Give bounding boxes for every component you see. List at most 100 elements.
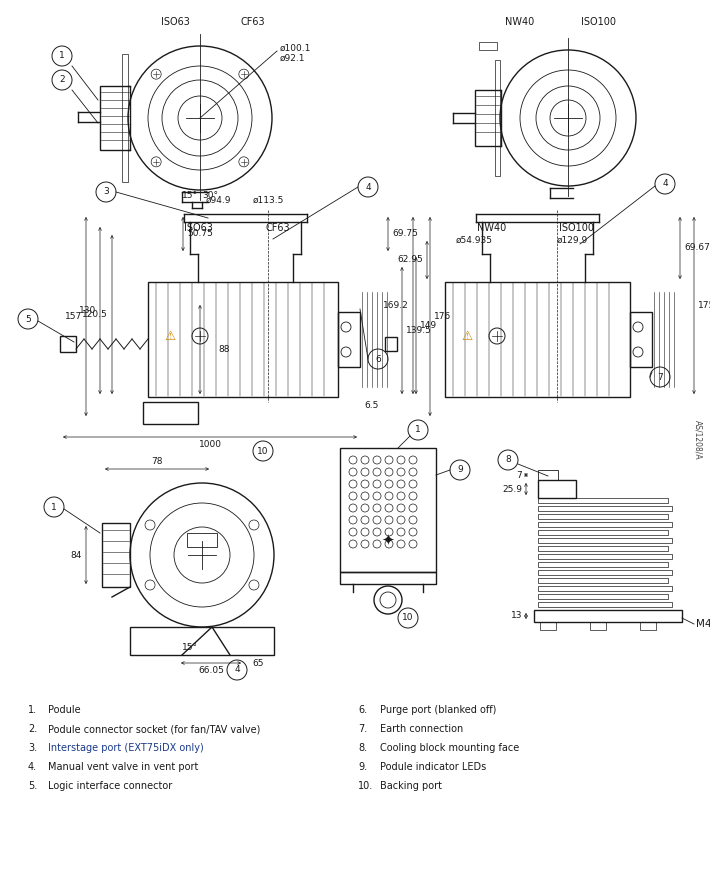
Text: 6.5: 6.5 [364, 400, 378, 410]
Bar [495, 60, 500, 176]
Text: ⚠: ⚠ [165, 329, 175, 343]
Text: ISO63: ISO63 [184, 223, 212, 233]
Bar [100, 86, 130, 150]
Text: Earth connection: Earth connection [380, 724, 463, 734]
Bar [340, 572, 436, 584]
Text: ø113.5: ø113.5 [252, 196, 284, 205]
Text: 78: 78 [151, 457, 163, 466]
Text: Podule connector socket (for fan/TAV valve): Podule connector socket (for fan/TAV val… [48, 724, 261, 734]
Text: ISO63: ISO63 [160, 17, 190, 27]
Bar [538, 506, 672, 511]
Bar [538, 578, 668, 583]
Text: 176: 176 [434, 312, 452, 321]
Bar [538, 546, 668, 551]
Text: 6: 6 [375, 355, 381, 364]
Text: 30°: 30° [202, 191, 218, 200]
Text: NW40: NW40 [477, 223, 507, 233]
Bar [590, 622, 606, 630]
Bar [538, 522, 672, 527]
Text: 88: 88 [219, 345, 230, 354]
Text: 10: 10 [257, 447, 269, 455]
Bar [385, 337, 397, 351]
Text: 1.: 1. [28, 705, 37, 715]
Text: 157: 157 [65, 312, 82, 321]
Text: 120.5: 120.5 [82, 310, 108, 319]
Text: ✦: ✦ [382, 532, 394, 547]
Text: CF63: CF63 [241, 17, 266, 27]
Text: 9: 9 [457, 466, 463, 475]
Text: ø54.935: ø54.935 [456, 235, 493, 245]
Text: 169.2: 169.2 [383, 301, 409, 310]
Text: 84: 84 [70, 551, 82, 559]
Bar [187, 533, 217, 547]
Bar [60, 336, 76, 352]
Bar [538, 498, 668, 503]
Text: ø129.9: ø129.9 [557, 235, 588, 245]
Bar [479, 42, 497, 50]
Bar [475, 90, 501, 146]
Bar [148, 282, 338, 397]
Text: Logic interface connector: Logic interface connector [48, 781, 173, 791]
Text: 4: 4 [234, 665, 240, 675]
Text: Purge port (blanked off): Purge port (blanked off) [380, 705, 496, 715]
Text: 15°: 15° [182, 642, 198, 651]
Text: ⚠: ⚠ [462, 329, 473, 343]
Text: M4: M4 [696, 619, 710, 629]
Text: 8: 8 [505, 455, 511, 464]
Bar [538, 514, 668, 519]
Text: 69.67: 69.67 [684, 244, 710, 253]
Text: 13: 13 [510, 612, 522, 621]
Bar [630, 312, 652, 367]
Text: 3.: 3. [28, 743, 37, 753]
Text: AS/1208/A: AS/1208/A [694, 420, 702, 460]
Bar [534, 610, 682, 622]
Text: 65: 65 [252, 658, 263, 668]
Bar [538, 470, 558, 480]
Text: 25.9: 25.9 [502, 484, 522, 494]
Text: Backing port: Backing port [380, 781, 442, 791]
Text: 8.: 8. [358, 743, 367, 753]
Text: 10.: 10. [358, 781, 373, 791]
Bar [538, 554, 672, 559]
Text: 7: 7 [516, 470, 522, 480]
Text: Interstage port (EXT75iDX only): Interstage port (EXT75iDX only) [48, 743, 204, 753]
Text: ISO100: ISO100 [559, 223, 594, 233]
Text: 3: 3 [103, 188, 109, 197]
Text: 66.05: 66.05 [198, 666, 224, 675]
Bar [538, 602, 672, 607]
Text: Cooling block mounting face: Cooling block mounting face [380, 743, 519, 753]
Text: 5.: 5. [28, 781, 37, 791]
Bar [143, 402, 198, 424]
Text: 5: 5 [25, 315, 31, 323]
Text: 10: 10 [403, 614, 414, 622]
Bar [130, 627, 274, 655]
Bar [102, 523, 130, 587]
Text: 2: 2 [59, 75, 65, 85]
Bar [640, 622, 656, 630]
Text: 62.95: 62.95 [398, 255, 423, 265]
Text: 1: 1 [59, 52, 65, 60]
Text: ø94.9: ø94.9 [205, 196, 231, 205]
Text: 175.9: 175.9 [698, 301, 710, 310]
Text: 7.: 7. [358, 724, 367, 734]
Text: 1000: 1000 [199, 440, 222, 449]
Text: 15°: 15° [182, 191, 198, 200]
Text: 9.: 9. [358, 762, 367, 772]
Text: 1: 1 [415, 426, 421, 434]
Text: Podule: Podule [48, 705, 81, 715]
Bar [538, 562, 668, 567]
Text: 4: 4 [662, 179, 668, 189]
Bar [338, 312, 360, 367]
Text: CF63: CF63 [266, 223, 290, 233]
Text: 2.: 2. [28, 724, 37, 734]
Bar [538, 586, 672, 591]
Text: ISO100: ISO100 [581, 17, 616, 27]
Bar [538, 570, 672, 575]
Text: 4: 4 [365, 183, 371, 191]
Text: 1: 1 [51, 503, 57, 511]
Bar [538, 480, 576, 498]
Text: ø92.1: ø92.1 [280, 53, 305, 63]
Text: 130: 130 [79, 306, 96, 315]
Bar [340, 448, 436, 572]
Text: 6.: 6. [358, 705, 367, 715]
